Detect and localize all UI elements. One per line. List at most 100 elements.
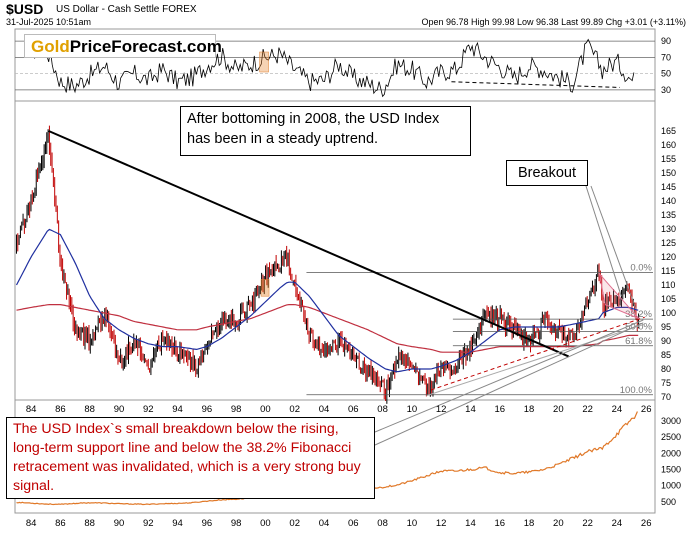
x-tick-label: 92: [143, 404, 154, 415]
oscillator-tick-label: 50: [661, 69, 671, 79]
x-tick-label-bottom: 24: [612, 518, 623, 529]
fibonacci-level-label: 38.2%: [625, 309, 652, 320]
x-tick-label: 06: [348, 404, 359, 415]
x-tick-label-bottom: 26: [641, 518, 652, 529]
x-tick-label-bottom: 18: [524, 518, 535, 529]
x-tick-label: 26: [641, 404, 652, 415]
price-tick-label: 120: [661, 252, 676, 262]
breakout-leader-line-2: [585, 185, 622, 297]
x-tick-label: 84: [26, 404, 37, 415]
price-highlight: [260, 279, 270, 297]
ratio-tick-label: 1000: [661, 481, 681, 491]
ratio-tick-label: 1500: [661, 464, 681, 474]
x-tick-label-bottom: 98: [231, 518, 242, 529]
price-tick-label: 75: [661, 378, 671, 388]
chart-date: 31-Jul-2025 10:51am: [6, 17, 92, 27]
x-tick-label: 94: [172, 404, 183, 415]
x-tick-label: 16: [494, 404, 505, 415]
x-tick-label: 24: [612, 404, 623, 415]
x-tick-label-bottom: 16: [494, 518, 505, 529]
ratio-tick-label: 500: [661, 497, 676, 507]
price-tick-label: 115: [661, 266, 675, 276]
price-tick-label: 105: [661, 294, 676, 304]
breakout-label: Breakout: [506, 160, 588, 186]
ratio-tick-label: 2000: [661, 448, 681, 458]
oscillator-tick-label: 70: [661, 52, 671, 62]
fibonacci-level-label: 50.0%: [625, 321, 652, 332]
fibonacci-level-label: 100.0%: [620, 385, 653, 396]
x-tick-label: 20: [553, 404, 564, 415]
x-tick-label-bottom: 86: [55, 518, 66, 529]
x-tick-label-bottom: 06: [348, 518, 359, 529]
price-tick-label: 100: [661, 308, 676, 318]
support-line-red: [430, 316, 645, 391]
x-tick-label-bottom: 90: [114, 518, 125, 529]
x-tick-label-bottom: 94: [172, 518, 183, 529]
price-tick-label: 130: [661, 224, 676, 234]
signal-note: The USD Index`s small breakdown below th…: [6, 417, 375, 499]
x-tick-label: 14: [465, 404, 476, 415]
price-tick-label: 165: [661, 126, 676, 136]
x-tick-label-bottom: 20: [553, 518, 564, 529]
logo-gold: Gold: [31, 37, 70, 56]
x-tick-label: 00: [260, 404, 271, 415]
price-tick-label: 125: [661, 238, 676, 248]
x-tick-label-bottom: 08: [377, 518, 388, 529]
uptrend-note: After bottoming in 2008, the USD Index h…: [180, 106, 471, 156]
x-tick-label: 98: [231, 404, 242, 415]
x-tick-label-bottom: 00: [260, 518, 271, 529]
price-tick-label: 145: [661, 182, 676, 192]
price-tick-label: 80: [661, 364, 671, 374]
downtrend-line: [48, 130, 569, 358]
x-tick-label-bottom: 96: [202, 518, 213, 529]
breakout-leader-line: [590, 185, 637, 309]
price-tick-label: 150: [661, 168, 676, 178]
price-tick-label: 160: [661, 140, 676, 150]
x-tick-label: 12: [436, 404, 447, 415]
logo-rest: PriceForecast.com: [69, 37, 222, 56]
x-tick-label-bottom: 04: [319, 518, 330, 529]
price-tick-label: 135: [661, 210, 676, 220]
x-tick-label: 18: [524, 404, 535, 415]
x-tick-label-bottom: 10: [407, 518, 418, 529]
oscillator-line: [30, 38, 635, 98]
signal-leader-line-2: [374, 322, 644, 446]
breakout-triangle: [598, 272, 640, 320]
site-logo: GoldPriceForecast.com: [24, 34, 222, 58]
price-tick-label: 85: [661, 350, 671, 360]
x-tick-label-bottom: 84: [26, 518, 37, 529]
x-tick-label-bottom: 92: [143, 518, 154, 529]
ratio-tick-label: 3000: [661, 416, 681, 426]
x-tick-label: 22: [582, 404, 593, 415]
signal-leader-line: [374, 319, 644, 433]
moving-average-short: [15, 228, 639, 373]
x-tick-label: 88: [84, 404, 95, 415]
chart-symbol: $USD: [6, 1, 44, 17]
chart-subtitle: US Dollar - Cash Settle FOREX: [56, 4, 197, 15]
x-tick-label-bottom: 88: [84, 518, 95, 529]
moving-average-long: [16, 304, 639, 353]
fibonacci-level-label: 0.0%: [630, 262, 652, 273]
x-tick-label: 02: [289, 404, 300, 415]
oscillator-highlight: [259, 51, 269, 73]
x-tick-label-bottom: 12: [436, 518, 447, 529]
price-tick-label: 70: [661, 392, 671, 402]
x-tick-label: 04: [319, 404, 330, 415]
x-tick-label: 86: [55, 404, 66, 415]
x-tick-label: 96: [202, 404, 213, 415]
fibonacci-level-label: 61.8%: [625, 336, 652, 347]
x-tick-label: 08: [377, 404, 388, 415]
price-tick-label: 110: [661, 280, 675, 290]
x-tick-label: 90: [114, 404, 125, 415]
price-tick-label: 90: [661, 336, 671, 346]
oscillator-tick-label: 90: [661, 36, 671, 46]
price-tick-label: 155: [661, 154, 676, 164]
price-tick-label: 140: [661, 196, 676, 206]
support-line-gray: [426, 323, 645, 397]
x-tick-label-bottom: 22: [582, 518, 593, 529]
chart-ohlc: Open 96.78 High 99.98 Low 96.38 Last 99.…: [421, 17, 686, 27]
x-tick-label: 10: [407, 404, 418, 415]
x-tick-label-bottom: 14: [465, 518, 476, 529]
